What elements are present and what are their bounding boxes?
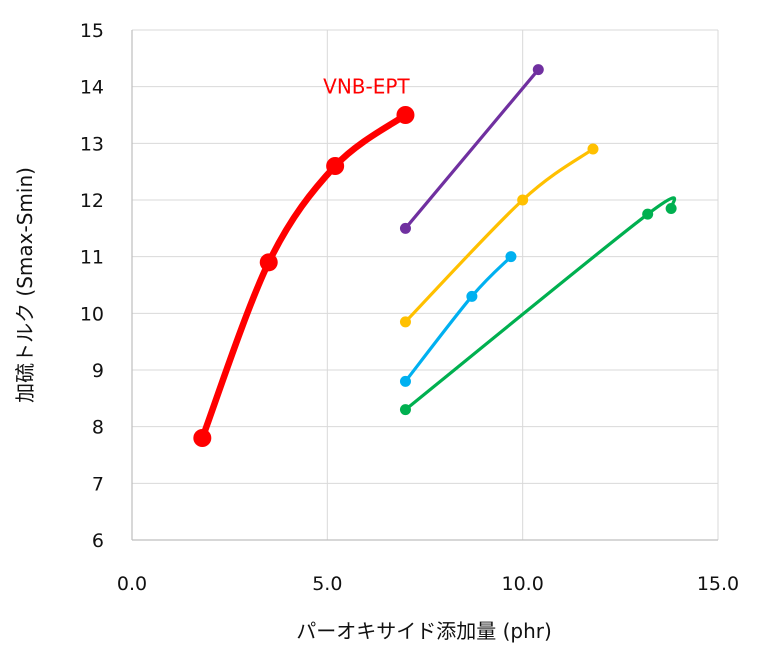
- series-line: [403, 196, 677, 412]
- annotations: VNB-EPT: [323, 75, 410, 99]
- data-point: [399, 316, 411, 328]
- y-tick-label: 9: [92, 360, 104, 382]
- annotation-label: VNB-EPT: [323, 75, 410, 99]
- y-tick-label: 15: [80, 20, 104, 42]
- y-tick-label: 14: [80, 77, 104, 99]
- x-tick-label: 15.0: [697, 573, 739, 595]
- y-tick-label: 13: [80, 133, 104, 155]
- x-axis-title: パーオキサイド添加量 (phr): [296, 619, 552, 643]
- series-0: [193, 106, 415, 447]
- y-tick-label: 7: [92, 473, 104, 495]
- series-line: [403, 147, 595, 324]
- y-tick-label: 12: [80, 190, 104, 212]
- data-point: [399, 404, 411, 416]
- data-point: [466, 290, 478, 302]
- series-4: [399, 196, 677, 416]
- y-tick-label: 11: [80, 247, 104, 269]
- data-point: [399, 222, 411, 234]
- series-group: [193, 64, 677, 447]
- data-point: [587, 143, 599, 155]
- data-point: [642, 208, 654, 220]
- series-2: [399, 143, 599, 328]
- x-tick-label: 0.0: [117, 573, 147, 595]
- y-tick-label: 10: [80, 303, 104, 325]
- series-1: [399, 64, 544, 234]
- series-line: [403, 255, 513, 383]
- x-tick-label: 5.0: [312, 573, 342, 595]
- y-axis-title: 加硫トルク (Smax-Smin): [13, 167, 37, 403]
- data-point: [259, 253, 278, 272]
- x-tick-label: 10.0: [502, 573, 544, 595]
- labels: パーオキサイド添加量 (phr) 加硫トルク (Smax-Smin): [13, 167, 552, 643]
- data-point: [532, 64, 544, 76]
- data-point: [399, 375, 411, 387]
- grid: [132, 29, 719, 540]
- data-point: [517, 194, 529, 206]
- data-point: [193, 429, 212, 447]
- data-point: [665, 203, 677, 214]
- series-line: [199, 111, 409, 442]
- axes: 6 7 8 9 10 11 12 13 14 15 0.0 5.0 10.0 15.0: [80, 20, 739, 595]
- data-point: [505, 251, 517, 263]
- series-line: [403, 68, 540, 230]
- data-point: [326, 157, 345, 175]
- series-3: [399, 251, 517, 387]
- data-point: [396, 106, 415, 124]
- y-tick-label: 8: [92, 417, 104, 439]
- y-tick-label: 6: [92, 530, 104, 552]
